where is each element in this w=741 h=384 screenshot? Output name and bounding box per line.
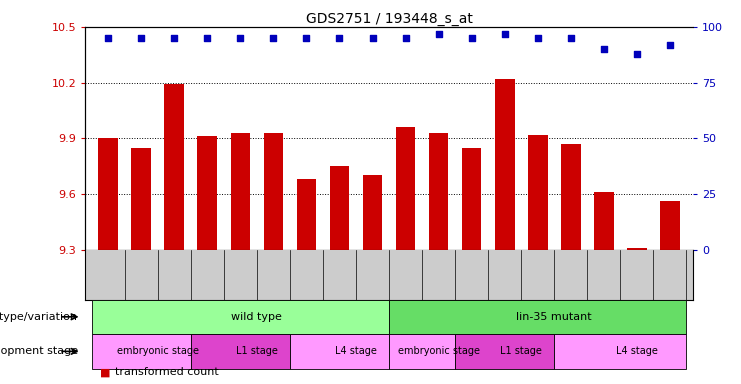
- Point: [565, 35, 576, 41]
- Bar: [389, 334, 455, 369]
- Bar: [290, 334, 389, 369]
- Text: L4 stage: L4 stage: [616, 346, 657, 356]
- Bar: [296, 179, 316, 250]
- Text: L4 stage: L4 stage: [335, 346, 377, 356]
- Text: wild type: wild type: [231, 312, 282, 322]
- Point: [168, 35, 180, 41]
- Bar: [330, 166, 350, 250]
- Point: [433, 30, 445, 36]
- Point: [136, 35, 147, 41]
- Bar: [198, 136, 217, 250]
- Point: [333, 35, 345, 41]
- Bar: [554, 334, 686, 369]
- Point: [234, 35, 246, 41]
- Point: [268, 35, 279, 41]
- Point: [499, 30, 511, 36]
- Text: L1 stage: L1 stage: [236, 346, 278, 356]
- Bar: [659, 201, 679, 250]
- Point: [465, 35, 477, 41]
- Text: embryonic stage: embryonic stage: [117, 346, 199, 356]
- Bar: [495, 79, 514, 250]
- Bar: [561, 144, 580, 250]
- Bar: [389, 300, 686, 334]
- Text: L1 stage: L1 stage: [500, 346, 542, 356]
- Bar: [362, 175, 382, 250]
- Bar: [455, 334, 554, 369]
- Bar: [428, 133, 448, 250]
- Point: [664, 41, 676, 48]
- Text: embryonic stage: embryonic stage: [398, 346, 479, 356]
- Bar: [165, 84, 185, 250]
- Text: lin-35 mutant: lin-35 mutant: [516, 312, 592, 322]
- Point: [367, 35, 379, 41]
- Bar: [594, 192, 614, 250]
- Point: [301, 35, 313, 41]
- Point: [202, 35, 213, 41]
- Point: [532, 35, 544, 41]
- Bar: [92, 334, 191, 369]
- Bar: [191, 334, 290, 369]
- Bar: [396, 127, 416, 250]
- Point: [631, 51, 642, 57]
- Point: [399, 35, 411, 41]
- Bar: [528, 134, 548, 250]
- Point: [598, 46, 610, 52]
- Text: ■: ■: [100, 367, 110, 377]
- Bar: [131, 147, 151, 250]
- Bar: [462, 147, 482, 250]
- Point: [102, 35, 114, 41]
- Bar: [627, 248, 647, 250]
- Bar: [99, 138, 119, 250]
- Bar: [92, 300, 389, 334]
- Title: GDS2751 / 193448_s_at: GDS2751 / 193448_s_at: [305, 12, 473, 26]
- Text: development stage: development stage: [0, 346, 78, 356]
- Bar: [230, 133, 250, 250]
- Text: genotype/variation: genotype/variation: [0, 312, 78, 322]
- Text: transformed count: transformed count: [115, 367, 219, 377]
- Bar: [264, 133, 283, 250]
